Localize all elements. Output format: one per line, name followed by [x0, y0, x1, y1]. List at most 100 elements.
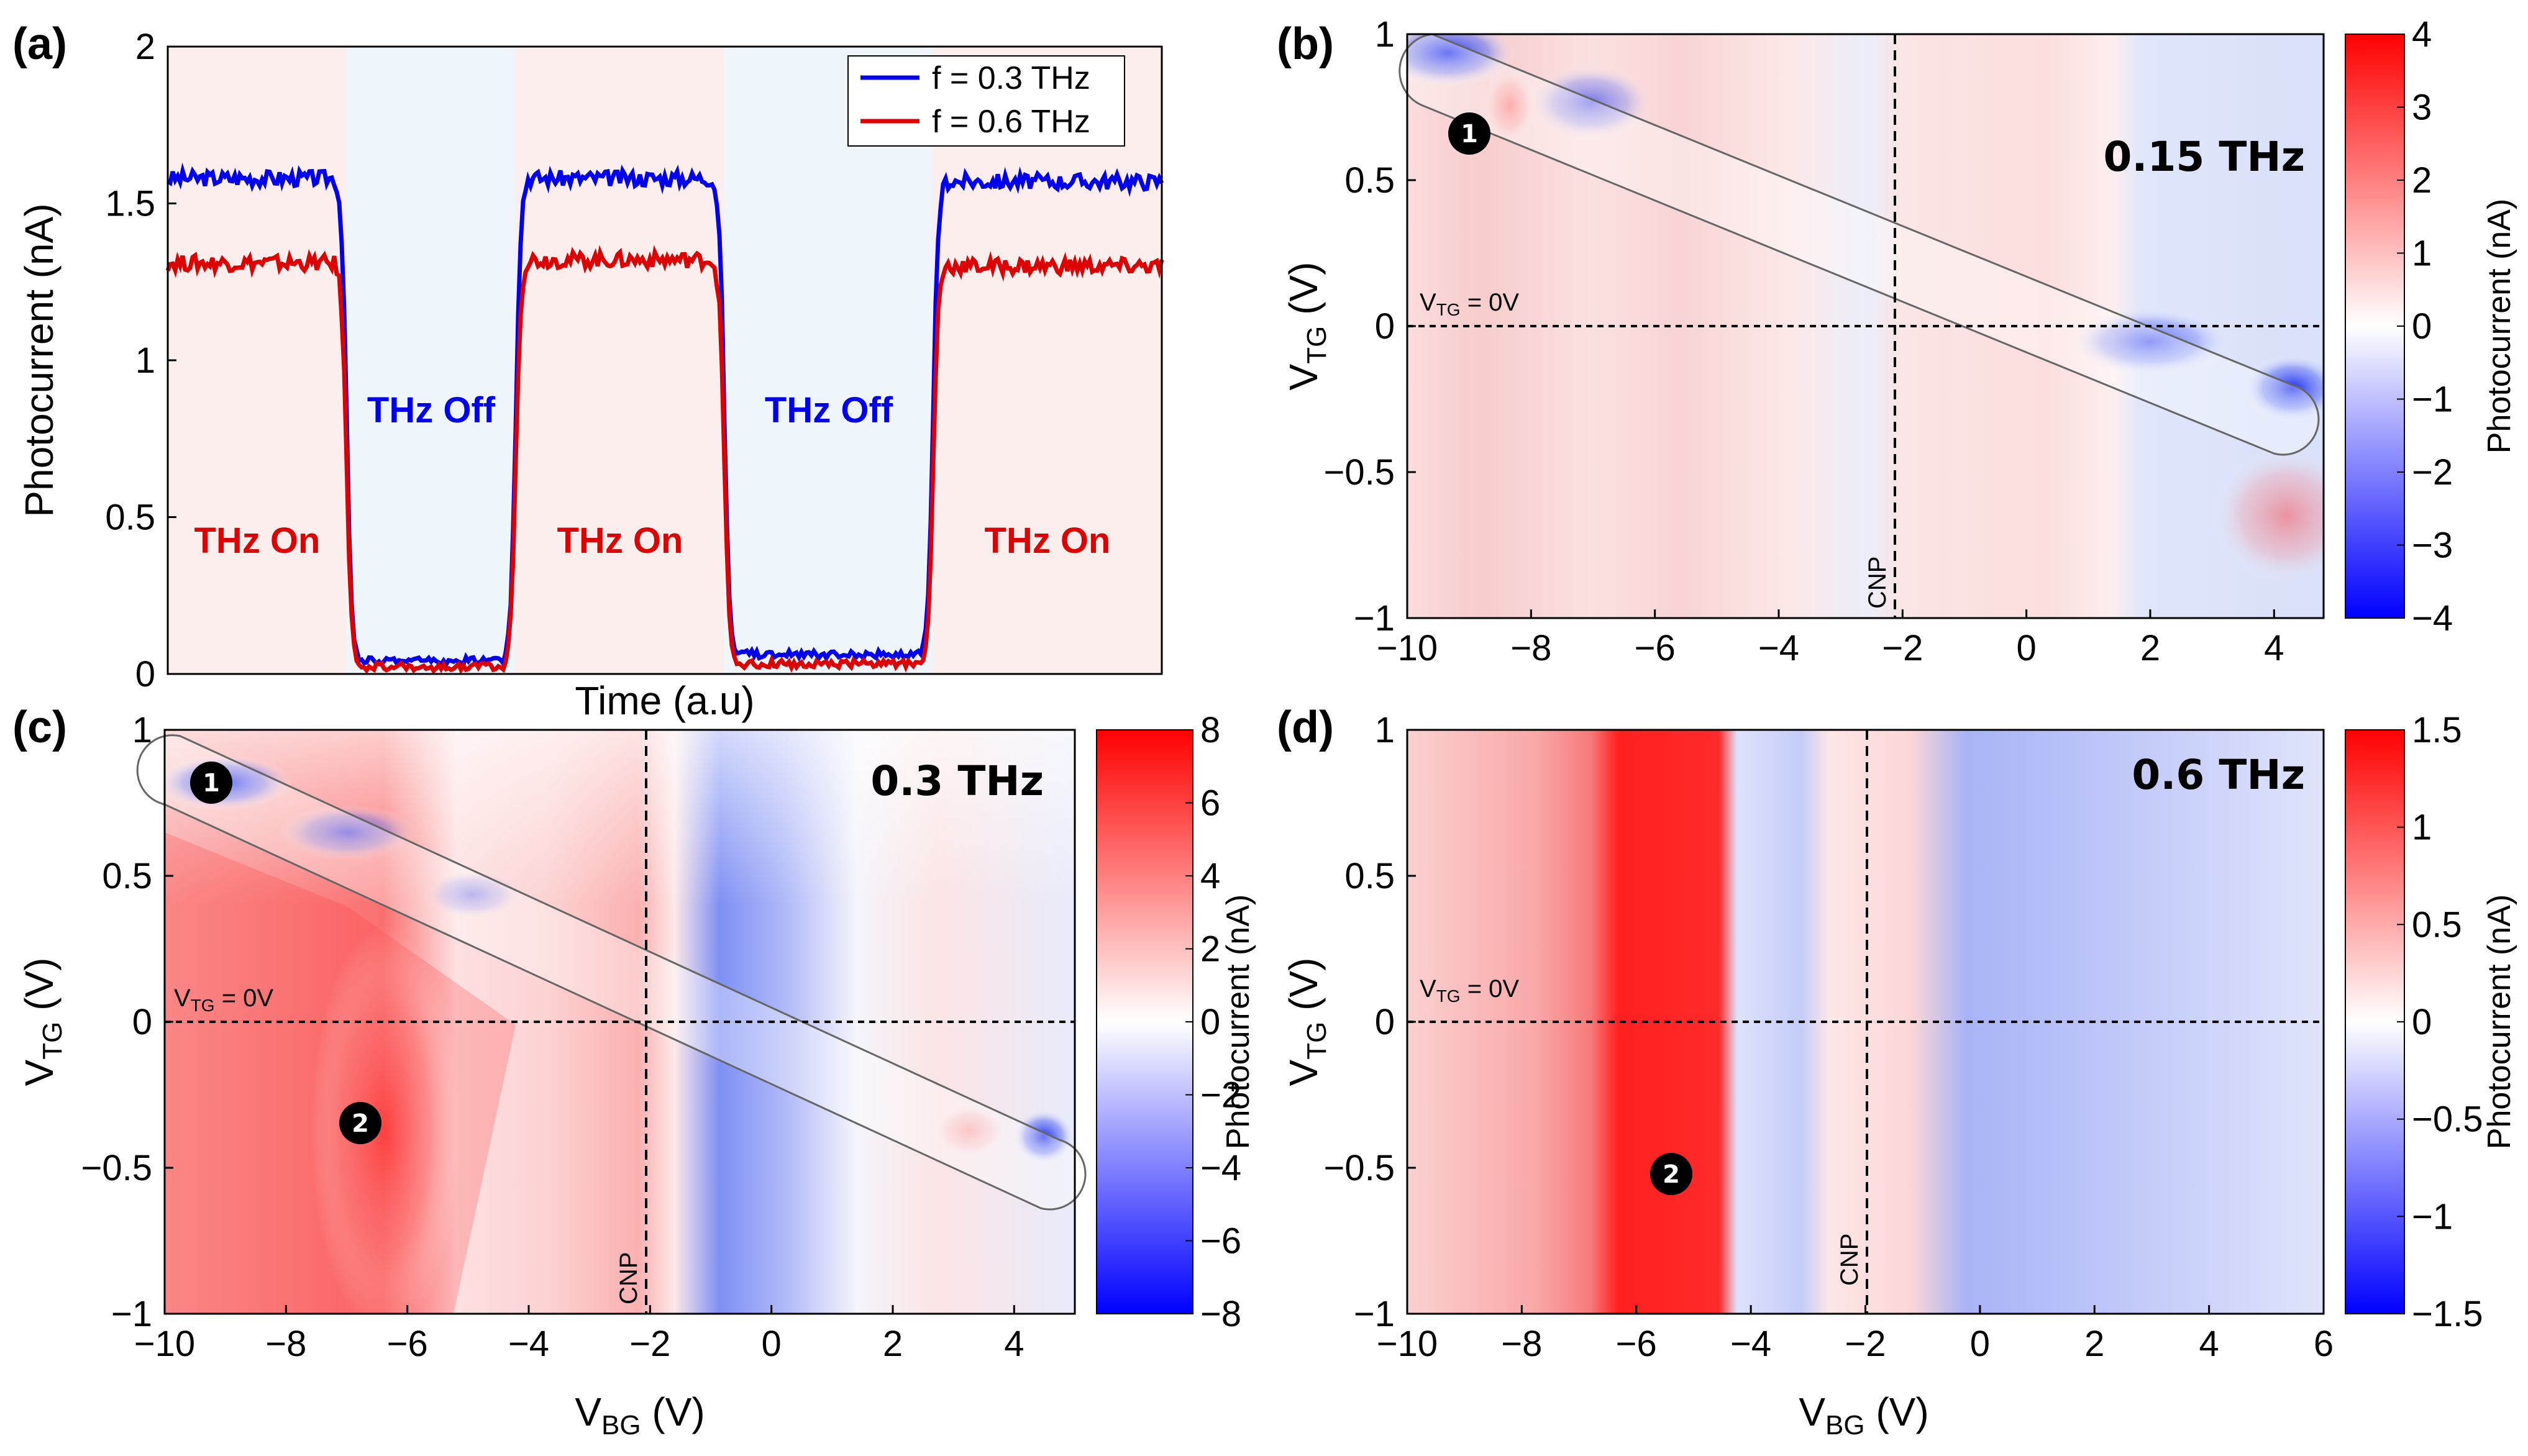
cb-tick-label: 0 [1200, 1002, 1220, 1042]
xtick-label: −4 [1730, 1324, 1771, 1364]
ytick-label: 0.5 [102, 856, 152, 896]
cb-tick-label: 0.5 [2412, 904, 2462, 945]
xtick-label: −10 [134, 1324, 195, 1364]
ytick-label: 1 [1375, 710, 1395, 750]
a-ytick-label: 2 [135, 27, 155, 67]
xtick-label: −8 [1501, 1324, 1542, 1364]
a-ytick-label: 0.5 [105, 498, 155, 538]
panel-d-cnp-label: CNP [1836, 1234, 1863, 1286]
cb-tick-label: 4 [1200, 856, 1220, 896]
xtick-label: −10 [1377, 628, 1438, 668]
state-label-1: THz Off [367, 390, 496, 430]
panel-c-frequency: 0.3 THz [870, 757, 1044, 805]
cb-tick-label: 0 [2412, 1002, 2432, 1042]
xtick-label: 2 [2084, 1324, 2104, 1364]
panel-c-vtg-zero-label: VTG = 0V [174, 985, 273, 1015]
colorbar-d-label: Photocurrent (nA) [2481, 894, 2517, 1149]
highlight-region-b [1399, 33, 2320, 456]
ytick-label: −0.5 [81, 1148, 153, 1188]
cb-tick-label: −6 [1200, 1221, 1241, 1262]
cb-tick-label: 8 [1200, 710, 1220, 750]
panel-b-ylabel: VTG (V) [1281, 262, 1332, 391]
colorbar-b [2345, 34, 2405, 619]
colorbar-c [1096, 729, 1193, 1314]
marker-2-c: 2 [339, 1102, 381, 1144]
xtick-label: −10 [1377, 1324, 1438, 1364]
cb-tick-label: −0.5 [2412, 1099, 2483, 1140]
cb-tick-label: −8 [1200, 1294, 1241, 1334]
panel-c-xlabel: VBG (V) [575, 1390, 705, 1440]
xtick-label: 2 [883, 1324, 903, 1364]
xtick-label: 2 [2140, 628, 2160, 668]
colorbar-c-label: Photocurrent (nA) [1220, 894, 1256, 1149]
series-line-1 [165, 245, 1164, 675]
panel-a-xlabel: Time (a.u) [575, 678, 754, 723]
cb-tick-label: 2 [2412, 160, 2432, 201]
a-ytick-label: 0 [135, 654, 155, 694]
marker-2-d: 2 [1650, 1153, 1692, 1195]
panel-c-letter: (c) [12, 703, 67, 752]
cb-tick-label: −2 [1200, 1075, 1241, 1116]
panel-d-vtg-zero-label: VTG = 0V [1420, 975, 1519, 1006]
colorbar-d [2345, 729, 2405, 1314]
panel-b-letter: (b) [1277, 19, 1334, 69]
ytick-label: 0 [132, 1002, 152, 1042]
cb-tick-label: 0 [2412, 306, 2432, 347]
cb-tick-label: −2 [2412, 452, 2453, 493]
cb-tick-label: 2 [1200, 929, 1220, 970]
panel-b-frequency: 0.15 THz [2104, 133, 2306, 181]
panel-d-ylabel: VTG (V) [1281, 958, 1332, 1086]
colorbar-b-label: Photocurrent (nA) [2481, 199, 2517, 453]
xtick-label: −6 [387, 1324, 428, 1364]
panel-d-frequency: 0.6 THz [2132, 751, 2305, 799]
ytick-label: 1 [132, 710, 152, 750]
cb-tick-label: −1 [2412, 1196, 2453, 1237]
ytick-label: 0 [1375, 1002, 1395, 1042]
state-label-4: THz On [985, 521, 1111, 561]
panel-a-legend: f = 0.3 THz f = 0.6 THz [847, 55, 1125, 147]
state-label-3: THz Off [765, 390, 893, 430]
svg-text:2: 2 [1663, 1160, 1680, 1189]
state-band-3 [724, 47, 933, 674]
cb-tick-label: 1.5 [2412, 710, 2462, 750]
state-label-0: THz On [194, 521, 321, 561]
marker-1-b: 1 [1448, 112, 1490, 155]
cb-tick-label: 1 [2412, 234, 2432, 274]
xtick-label: 0 [762, 1324, 782, 1364]
xtick-label: −2 [629, 1324, 670, 1364]
panel-a-ylabel: Photocurrent (nA) [17, 203, 62, 517]
svg-text:2: 2 [352, 1109, 369, 1138]
panel-d-heatmap-0.6THz: −10 −8 −6 −4 −2 0 2 4 6−1−0.500.51 (d) 0.6 THz V… [1277, 703, 2517, 1440]
ytick-label: 0 [1375, 306, 1395, 347]
panel-b-vtg-zero-label: VTG = 0V [1420, 289, 1519, 319]
legend-entry-2: f = 0.6 THz [932, 104, 1090, 140]
cb-tick-label: 1 [2412, 808, 2432, 848]
state-band-2 [516, 47, 724, 674]
xtick-label: 6 [2314, 1324, 2334, 1364]
ytick-label: 0.5 [1344, 160, 1395, 201]
ytick-label: −0.5 [1324, 1148, 1395, 1188]
state-band-1 [347, 47, 516, 674]
xtick-label: −6 [1635, 628, 1676, 668]
panel-c-ylabel: VTG (V) [17, 958, 68, 1086]
ytick-label: −1 [111, 1294, 152, 1334]
panel-b-heatmap-0.15THz: −10 −8 −6 −4 −2 0 2 4−1−0.500.51 (b) 0.15 THz V… [1277, 14, 2517, 668]
xtick-label: 4 [2199, 1324, 2219, 1364]
svg-text:1: 1 [203, 769, 220, 798]
panel-c-cnp-label: CNP [615, 1252, 642, 1304]
series-line-0 [166, 162, 1164, 669]
cb-tick-label: −4 [2412, 598, 2453, 639]
cb-tick-label: −1.5 [2412, 1294, 2483, 1334]
cb-tick-label: 3 [2412, 88, 2432, 128]
xtick-label: −2 [1882, 628, 1923, 668]
ytick-label: 1 [1375, 14, 1395, 55]
xtick-label: −8 [1510, 628, 1551, 668]
xtick-label: −8 [265, 1324, 306, 1364]
panel-d-letter: (d) [1277, 703, 1334, 752]
xtick-label: −4 [508, 1324, 549, 1364]
marker-1-c: 1 [190, 762, 232, 804]
panel-a-letter: (a) [12, 19, 67, 69]
a-ytick-label: 1.5 [105, 184, 155, 224]
cb-tick-label: −1 [2412, 380, 2453, 420]
